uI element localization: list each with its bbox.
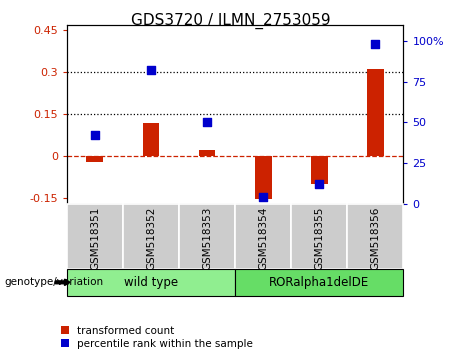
Text: GSM518353: GSM518353 — [202, 207, 212, 270]
Text: GSM518354: GSM518354 — [258, 207, 268, 270]
Point — [147, 68, 154, 73]
FancyBboxPatch shape — [235, 204, 291, 269]
Text: GSM518355: GSM518355 — [314, 207, 324, 270]
Point — [372, 41, 379, 47]
Point — [91, 132, 99, 138]
Text: genotype/variation: genotype/variation — [5, 277, 104, 287]
FancyBboxPatch shape — [235, 269, 403, 296]
Point — [203, 119, 211, 125]
Text: wild type: wild type — [124, 276, 178, 289]
Text: GSM518352: GSM518352 — [146, 207, 156, 270]
FancyBboxPatch shape — [291, 204, 347, 269]
FancyBboxPatch shape — [67, 204, 123, 269]
Bar — [199, 150, 215, 156]
FancyBboxPatch shape — [123, 204, 179, 269]
Text: RORalpha1delDE: RORalpha1delDE — [269, 276, 369, 289]
Point — [315, 181, 323, 187]
Bar — [255, 156, 272, 199]
Text: GSM518351: GSM518351 — [90, 207, 100, 270]
Legend: transformed count, percentile rank within the sample: transformed count, percentile rank withi… — [60, 326, 253, 349]
Text: GDS3720 / ILMN_2753059: GDS3720 / ILMN_2753059 — [130, 12, 331, 29]
Bar — [142, 122, 160, 156]
FancyBboxPatch shape — [67, 269, 235, 296]
Text: GSM518356: GSM518356 — [370, 207, 380, 270]
Bar — [367, 69, 384, 156]
FancyBboxPatch shape — [347, 204, 403, 269]
Bar — [311, 156, 328, 184]
Point — [260, 194, 267, 200]
FancyBboxPatch shape — [179, 204, 235, 269]
Bar — [87, 156, 103, 162]
